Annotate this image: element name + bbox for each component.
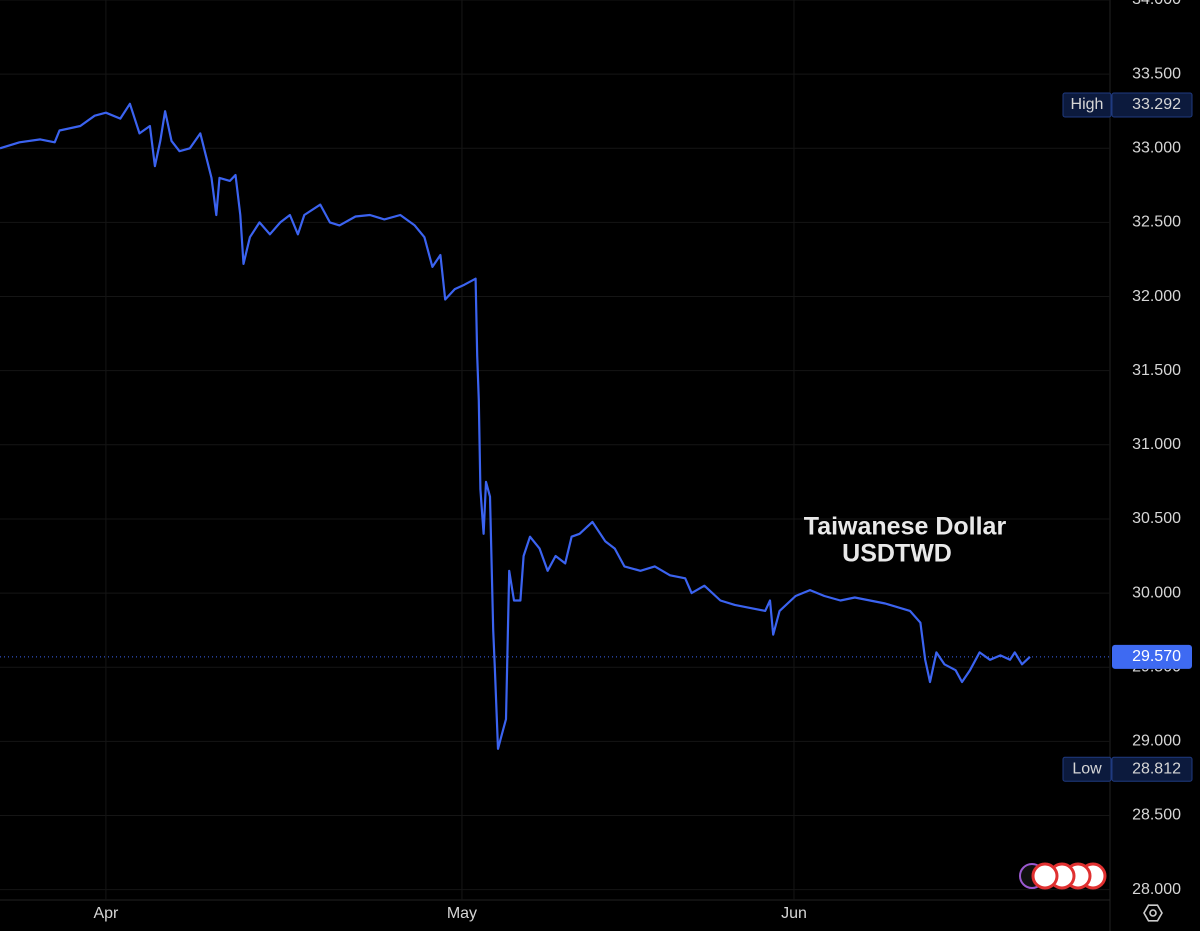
y-tick-label: 33.000 [1132, 139, 1181, 156]
y-tick-label: 29.000 [1132, 733, 1181, 750]
low-name-box [1062, 756, 1112, 782]
y-tick-label: 30.500 [1132, 510, 1181, 527]
high-value-box [1111, 92, 1193, 118]
y-tick-label: 32.500 [1132, 214, 1181, 231]
x-tick-label: Apr [93, 905, 119, 922]
high-value: 33.292 [1132, 96, 1181, 113]
chart-title: Taiwanese Dollar [804, 513, 1007, 541]
y-tick-label: 32.000 [1132, 288, 1181, 305]
event-icons [1019, 862, 1107, 890]
y-tick-label: 31.000 [1132, 436, 1181, 453]
chart-subtitle: USDTWD [842, 540, 952, 568]
high-name: High [1071, 96, 1104, 113]
settings-icon[interactable] [1143, 904, 1163, 922]
y-tick-label: 30.000 [1132, 584, 1181, 601]
y-tick-label: 33.500 [1132, 65, 1181, 82]
y-tick-label: 28.500 [1132, 807, 1181, 824]
low-value: 28.812 [1132, 760, 1181, 777]
y-tick-label: 28.000 [1132, 881, 1181, 898]
low-name: Low [1072, 760, 1102, 777]
last-price-box [1112, 644, 1192, 669]
x-tick-label: Jun [781, 905, 807, 922]
low-value-box [1111, 756, 1193, 782]
x-tick-label: May [447, 905, 477, 922]
y-tick-label: 31.500 [1132, 362, 1181, 379]
price-line [0, 102, 1031, 750]
high-name-box [1062, 92, 1112, 118]
last-price-label: 29.570 [1132, 648, 1181, 665]
y-tick-label: 34.000 [1132, 0, 1181, 8]
